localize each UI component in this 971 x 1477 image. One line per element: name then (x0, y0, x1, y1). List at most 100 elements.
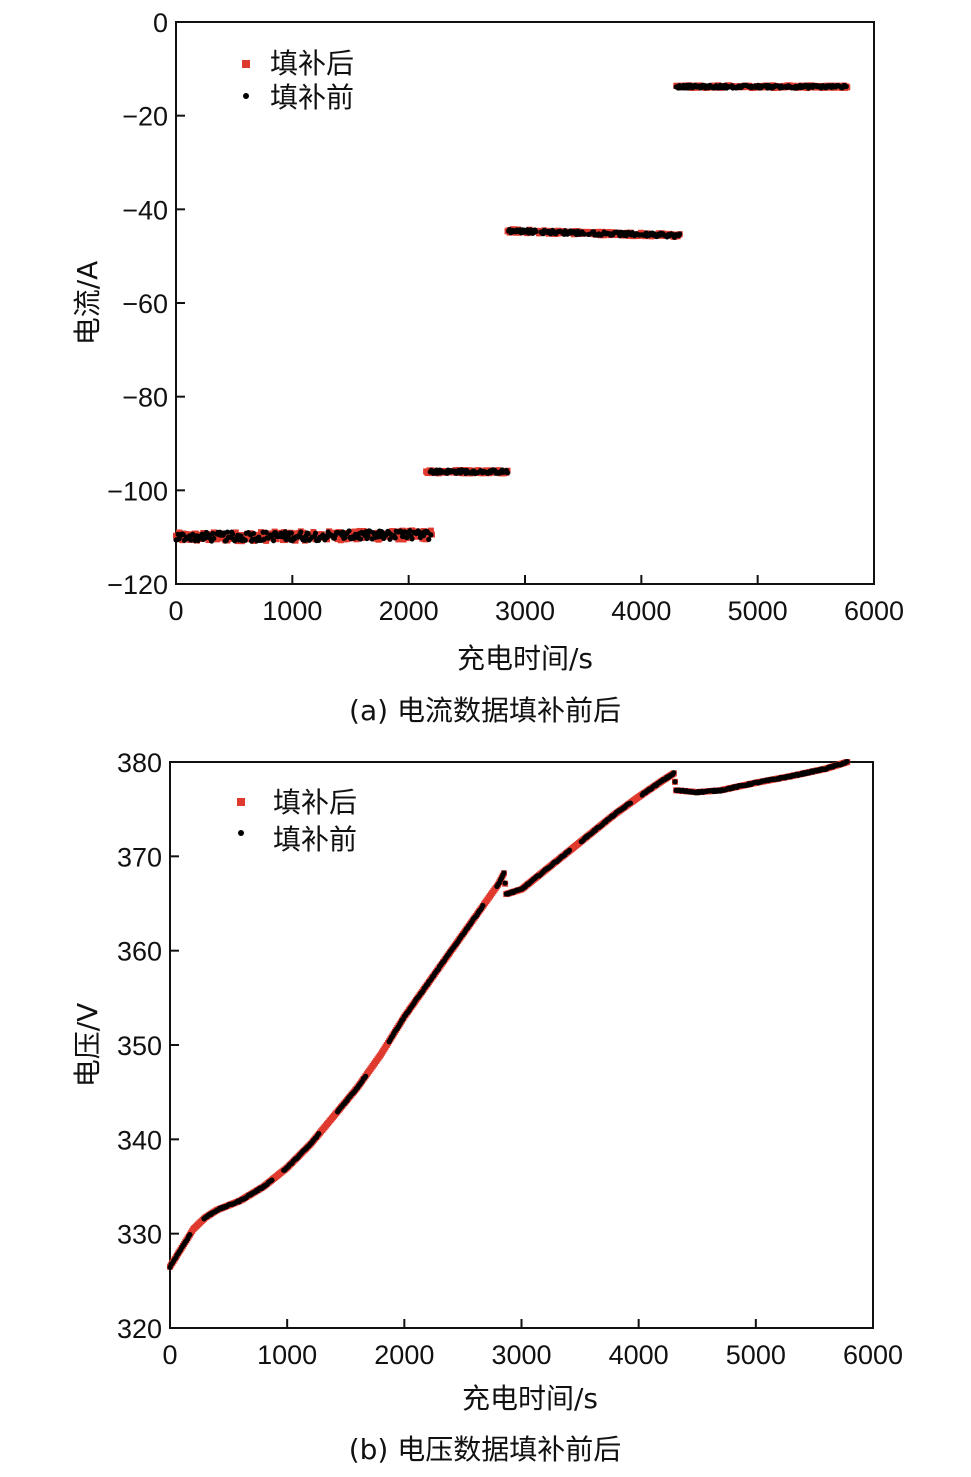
data-point-filled (214, 534, 221, 541)
y-tick-label: −120 (107, 570, 168, 600)
data-point-original (358, 536, 364, 542)
data-point-original (502, 880, 508, 886)
voltage-data-points (167, 759, 851, 1270)
data-point-original (672, 779, 678, 785)
x-axis-ticks: 0 1000 2000 3000 4000 5000 6000 (162, 1319, 903, 1370)
y-tick-label: 340 (117, 1125, 162, 1155)
voltage-chart: 380 370 360 350 340 330 320 0 1000 2000 3000 4000 5… (71, 748, 903, 1466)
data-point-filled (232, 529, 239, 536)
data-point-original (677, 231, 683, 237)
y-axis-label: 电压/V (71, 1003, 104, 1088)
x-tick-label: 4000 (611, 596, 671, 626)
legend-marker-filled (237, 798, 245, 806)
data-point-original (346, 528, 352, 534)
legend-marker-original (238, 830, 244, 836)
data-point-original (501, 870, 507, 876)
data-point-filled (263, 537, 270, 544)
data-point-original (581, 231, 587, 237)
data-point-original (428, 532, 434, 538)
chart-caption: (b) 电压数据填补前后 (349, 1433, 622, 1466)
data-point-original (627, 800, 634, 806)
y-tick-label: −20 (122, 102, 168, 132)
data-point-original (480, 902, 486, 909)
y-tick-label: 350 (117, 1031, 162, 1061)
data-point-filled (347, 530, 354, 537)
data-point-original (298, 529, 304, 535)
data-point-original (242, 537, 248, 543)
current-chart: 0 −20 −40 −60 −80 −100 −120 0 1000 2000 3000 4000 5… (71, 8, 904, 727)
x-axis-label: 充电时间/s (462, 1382, 598, 1415)
data-point-original (302, 537, 308, 543)
data-point-original (187, 1232, 193, 1238)
data-point-filled (330, 529, 337, 536)
data-point-original (270, 538, 277, 544)
data-point-original (844, 759, 850, 765)
y-tick-label: 360 (117, 937, 162, 967)
data-point-filled (395, 536, 402, 543)
x-axis-label: 充电时间/s (457, 642, 593, 675)
data-point-original (407, 528, 413, 534)
y-axis-ticks: 0 −20 −40 −60 −80 −100 −120 (107, 8, 185, 600)
data-point-original (180, 532, 186, 538)
data-point-original (533, 228, 539, 235)
current-data-points (173, 82, 851, 545)
data-point-original (263, 529, 269, 535)
data-point-original (312, 530, 319, 536)
data-point-original (188, 537, 194, 543)
y-tick-label: −60 (122, 289, 168, 319)
data-point-original (224, 529, 230, 535)
chart-caption: (a) 电流数据填补前后 (349, 694, 621, 727)
data-point-original (426, 536, 432, 543)
data-point-original (566, 847, 573, 853)
legend-label-filled: 填补后 (273, 786, 357, 819)
x-tick-label: 5000 (728, 596, 788, 626)
data-point-filled (273, 536, 280, 543)
data-point-original (230, 531, 236, 537)
data-point-filled (351, 528, 358, 535)
legend-marker-original (243, 93, 249, 99)
x-tick-label: 1000 (262, 596, 322, 626)
data-point-original (365, 533, 371, 539)
data-point-original (843, 83, 849, 90)
x-tick-label: 2000 (374, 1340, 434, 1370)
y-tick-label: 380 (117, 748, 162, 778)
x-tick-label: 2000 (379, 596, 439, 626)
data-point-original (363, 1073, 369, 1079)
data-point-filled (424, 533, 431, 540)
data-point-filled (337, 537, 344, 544)
legend-label-original: 填补前 (273, 823, 357, 856)
y-axis-ticks: 380 370 360 350 340 330 320 (117, 748, 179, 1344)
data-point-original (404, 534, 410, 541)
x-tick-label: 3000 (491, 1340, 551, 1370)
x-tick-label: 1000 (257, 1340, 317, 1370)
x-tick-label: 3000 (495, 596, 555, 626)
data-point-original (504, 470, 511, 476)
y-tick-label: 330 (117, 1220, 162, 1250)
data-point-original (392, 535, 398, 541)
y-tick-label: 320 (117, 1314, 162, 1344)
x-tick-label: 4000 (609, 1340, 669, 1370)
data-point-original (210, 530, 216, 537)
x-tick-label: 0 (162, 1340, 177, 1370)
data-point-original (251, 530, 257, 537)
y-tick-label: −80 (122, 383, 168, 413)
legend-label-filled: 填补后 (270, 47, 354, 80)
data-point-original (409, 536, 415, 542)
data-point-original (305, 531, 311, 537)
data-point-filled (400, 536, 407, 543)
y-axis-label: 电流/A (71, 261, 104, 346)
x-tick-label: 6000 (844, 596, 904, 626)
legend: 填补后 填补前 (237, 786, 357, 856)
x-tick-label: 0 (168, 596, 183, 626)
legend-marker-filled (242, 60, 250, 68)
y-tick-label: 370 (117, 842, 162, 872)
y-tick-label: −40 (122, 195, 168, 225)
data-point-filled (427, 527, 434, 534)
data-point-original (316, 1131, 322, 1137)
x-tick-label: 5000 (726, 1340, 786, 1370)
data-point-original (671, 770, 677, 776)
y-tick-label: 0 (153, 8, 168, 38)
y-tick-label: −100 (107, 476, 168, 506)
data-point-original (288, 530, 294, 536)
